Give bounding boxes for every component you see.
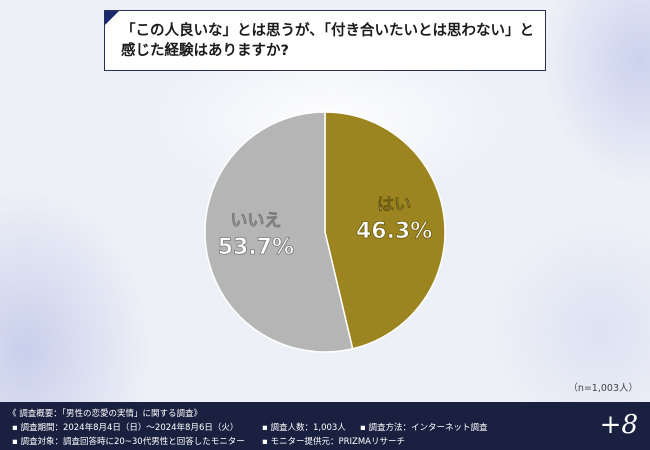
survey-respondents: ▪ 調査人数：1,003人 xyxy=(262,423,346,433)
survey-provider: ▪ モニター提供元：PRIZMAリサーチ xyxy=(262,437,405,447)
brand-logo: +8 xyxy=(599,410,638,440)
slice-label-no: いいえ xyxy=(230,211,281,231)
survey-period: ▪ 調査期間：2024年8月4日（日）～2024年8月6日（火） xyxy=(12,423,239,433)
pie-slices xyxy=(204,111,446,353)
survey-target: ▪ 調査対象：調査回答時に20~30代男性と回答したモニター xyxy=(12,437,245,447)
title-line-2: 感じた経験はありますか? xyxy=(121,43,289,59)
pie-slice-no xyxy=(204,111,354,353)
pie-chart: はい 46.3% いいえ 53.7% xyxy=(204,111,446,353)
survey-footer: 《 調査概要：「男性の恋愛の実情」に関する調査》 ▪ 調査期間：2024年8月4… xyxy=(0,402,650,450)
slice-label-yes: はい xyxy=(377,195,411,215)
title-line-1: 「この人良いな」とは思うが、「付き合いたいとは思わない」と xyxy=(121,23,534,39)
survey-method: ▪ 調査方法：インターネット調査 xyxy=(360,423,488,433)
slice-value-yes: 46.3% xyxy=(356,219,432,244)
title-corner-accent xyxy=(105,11,119,25)
pie-labels: はい 46.3% いいえ 53.7% xyxy=(217,195,432,261)
question-title-box: 「この人良いな」とは思うが、「付き合いたいとは思わない」と 感じた経験はあります… xyxy=(104,10,546,71)
chart-title: 「この人良いな」とは思うが、「付き合いたいとは思わない」と 感じた経験はあります… xyxy=(121,21,537,61)
sample-size-note: （n=1,003人） xyxy=(568,383,638,394)
slice-value-no: 53.7% xyxy=(218,235,294,260)
pie-slice-yes xyxy=(324,111,446,350)
survey-title: 《 調査概要：「男性の恋愛の実情」に関する調査》 xyxy=(8,409,202,419)
